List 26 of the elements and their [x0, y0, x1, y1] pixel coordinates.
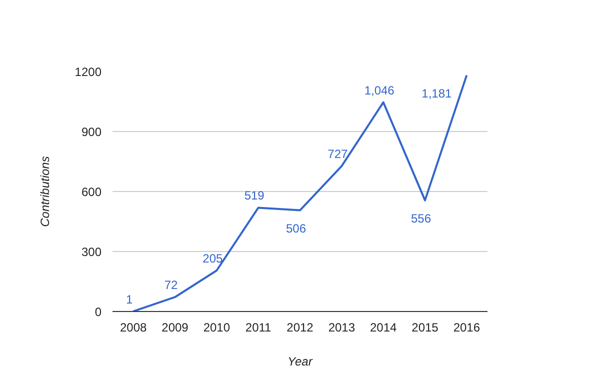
data-label: 1,046	[364, 83, 395, 98]
data-label: 556	[410, 211, 432, 226]
y-tick-label: 300	[81, 245, 102, 259]
x-tick-label: 2011	[245, 320, 272, 334]
y-tick-label: 1200	[74, 65, 102, 79]
x-tick-label: 2015	[412, 320, 439, 334]
y-tick-label: 900	[81, 125, 102, 139]
x-axis-title: Year	[288, 354, 314, 368]
x-tick-label: 2013	[328, 320, 356, 334]
data-label: 506	[286, 221, 306, 236]
data-label: 1,181	[422, 86, 452, 100]
data-label: 519	[244, 188, 265, 203]
line-series	[132, 74, 468, 312]
x-tick-label: 2008	[120, 320, 148, 334]
x-tick-label: 2014	[370, 320, 398, 334]
x-tick-label: 2010	[203, 320, 230, 334]
x-tick-label: 2009	[162, 320, 189, 334]
data-label: 72	[164, 278, 178, 292]
x-tick-label: 2016	[453, 320, 480, 334]
x-tick-label: 2012	[286, 320, 314, 334]
y-axis-title: Contributions	[38, 156, 52, 227]
y-tick-label: 600	[81, 185, 102, 199]
data-label: 205	[202, 252, 224, 266]
y-tick-label: 0	[94, 305, 102, 319]
data-label: 727	[328, 147, 348, 162]
data-label: 1	[126, 292, 133, 306]
